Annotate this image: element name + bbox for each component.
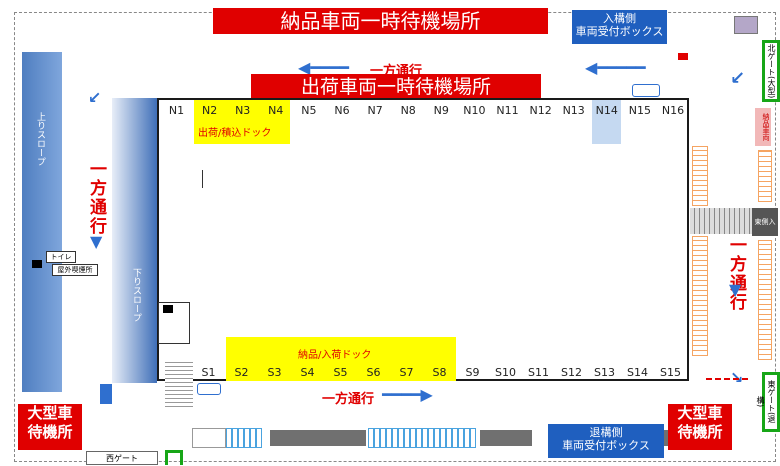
truck-lane-1 xyxy=(270,430,366,446)
large-vehicle-wait-right: 大型車 待機所 xyxy=(668,404,732,450)
ramp-steps xyxy=(165,360,193,410)
dock-n1[interactable]: N1 xyxy=(168,104,185,117)
dock-n5[interactable]: N5 xyxy=(301,104,317,117)
wall-mark xyxy=(202,170,203,188)
dock-s5[interactable]: S5 xyxy=(333,366,348,379)
dock-n9[interactable]: N9 xyxy=(433,104,449,117)
dock-s4[interactable]: S4 xyxy=(300,366,315,379)
toilet-label: トイレ xyxy=(46,251,76,263)
dock-n16[interactable]: N16 xyxy=(661,104,685,117)
dock-n14[interactable]: N14 xyxy=(595,104,618,117)
down-slope: 下りスロープ xyxy=(112,98,157,383)
inbound-reception-box[interactable]: 入構側 車両受付ボックス xyxy=(572,10,667,44)
up-slope-label: 上りスロープ xyxy=(35,112,45,166)
turn-arrow-bottom-right: ↘ xyxy=(730,368,744,387)
one-way-label-bottom: 一方通行 xyxy=(322,392,375,407)
turn-arrow-right: ↙ xyxy=(730,68,746,89)
dock-n7[interactable]: N7 xyxy=(367,104,383,117)
dock-n13[interactable]: N13 xyxy=(562,104,585,117)
east-entrance-corridor xyxy=(690,208,752,234)
parking-stalls-2 xyxy=(368,428,458,448)
parking-column-right xyxy=(692,146,708,206)
parking-column-right-2 xyxy=(692,236,708,356)
selected-dock-n14 xyxy=(592,100,621,144)
dock-n12[interactable]: N12 xyxy=(529,104,552,117)
dock-s6[interactable]: S6 xyxy=(366,366,381,379)
stair-block xyxy=(158,302,190,344)
large-vehicle-wait-left: 大型車 待機所 xyxy=(18,404,82,450)
west-gate-label: 西ゲート xyxy=(86,451,158,465)
one-way-right: 一方通行 xyxy=(726,236,746,312)
dock-n15[interactable]: N15 xyxy=(628,104,651,117)
dock-n2[interactable]: N2 xyxy=(201,104,218,117)
shipping-dock-zone xyxy=(194,100,290,144)
dock-n3[interactable]: N3 xyxy=(235,104,251,117)
one-way-arrow-top: ◀━━━━ xyxy=(298,58,349,77)
dock-n8[interactable]: N8 xyxy=(400,104,416,117)
warehouse-building xyxy=(157,98,689,381)
dock-n11[interactable]: N11 xyxy=(496,104,519,117)
receiving-dock-zone xyxy=(226,337,456,381)
dock-s7[interactable]: S7 xyxy=(399,366,414,379)
east-entrance-label: 東側入 xyxy=(752,208,778,236)
dock-s15[interactable]: S15 xyxy=(660,366,681,379)
delivery-wait-banner: 納品車両一時待機場所 xyxy=(213,8,548,34)
dock-s10[interactable]: S10 xyxy=(495,366,516,379)
up-slope: 上りスロープ xyxy=(22,52,62,392)
dock-s1[interactable]: S1 xyxy=(201,366,216,379)
truck-icon xyxy=(197,383,221,395)
gatehouse xyxy=(734,16,758,34)
dock-n10[interactable]: N10 xyxy=(463,104,486,117)
truck-lane-2 xyxy=(480,430,532,446)
red-dashed-line xyxy=(706,378,748,380)
one-way-left: 一方通行 xyxy=(86,160,106,236)
dock-s9[interactable]: S9 xyxy=(465,366,480,379)
dock-s11[interactable]: S11 xyxy=(528,366,549,379)
parking-column-far-right xyxy=(758,150,772,202)
dock-s2[interactable]: S2 xyxy=(234,366,249,379)
shipping-dock-label: 出荷/積込ドック xyxy=(198,128,272,139)
one-way-left-arrow: ▼ xyxy=(90,232,103,251)
parking-stalls-3 xyxy=(458,428,476,448)
east-gate[interactable]: 東ゲート(退構) xyxy=(756,372,780,432)
parking-column-far-right-2 xyxy=(758,240,772,360)
dock-s14[interactable]: S14 xyxy=(627,366,648,379)
dock-n6[interactable]: N6 xyxy=(334,104,350,117)
delivery-vehicle-tag: 納品車両 xyxy=(755,108,771,146)
one-way-arrow-top-right: ◀━━━━━ xyxy=(585,58,646,77)
bus-icon xyxy=(632,84,660,97)
inbound-reception-marker xyxy=(678,53,688,60)
dock-s12[interactable]: S12 xyxy=(561,366,582,379)
receiving-dock-label: 納品/入荷ドック xyxy=(298,350,372,361)
dock-s8[interactable]: S8 xyxy=(432,366,447,379)
parking-stalls-1 xyxy=(226,428,262,448)
turn-arrow-left: ↙ xyxy=(88,88,102,107)
one-way-right-arrow: ▼ xyxy=(729,280,742,299)
shipping-wait-banner: 出荷車両一時待機場所 xyxy=(251,74,541,100)
ramp-bottom-left xyxy=(100,384,112,404)
dock-n4[interactable]: N4 xyxy=(268,104,284,117)
smoking-area-label: 屋外喫煙所 xyxy=(52,264,98,276)
north-gate[interactable]: 北ゲート(大型) xyxy=(762,40,780,102)
one-way-arrow-bottom: ━━━━▶ xyxy=(382,385,433,404)
west-gate-green[interactable] xyxy=(165,450,183,465)
toilet-marker xyxy=(32,260,42,268)
down-slope-label: 下りスロープ xyxy=(131,268,141,322)
dock-s3[interactable]: S3 xyxy=(267,366,282,379)
parking-area-left xyxy=(192,428,226,448)
dock-s13[interactable]: S13 xyxy=(594,366,615,379)
outbound-reception-box[interactable]: 退構側 車両受付ボックス xyxy=(548,424,664,458)
